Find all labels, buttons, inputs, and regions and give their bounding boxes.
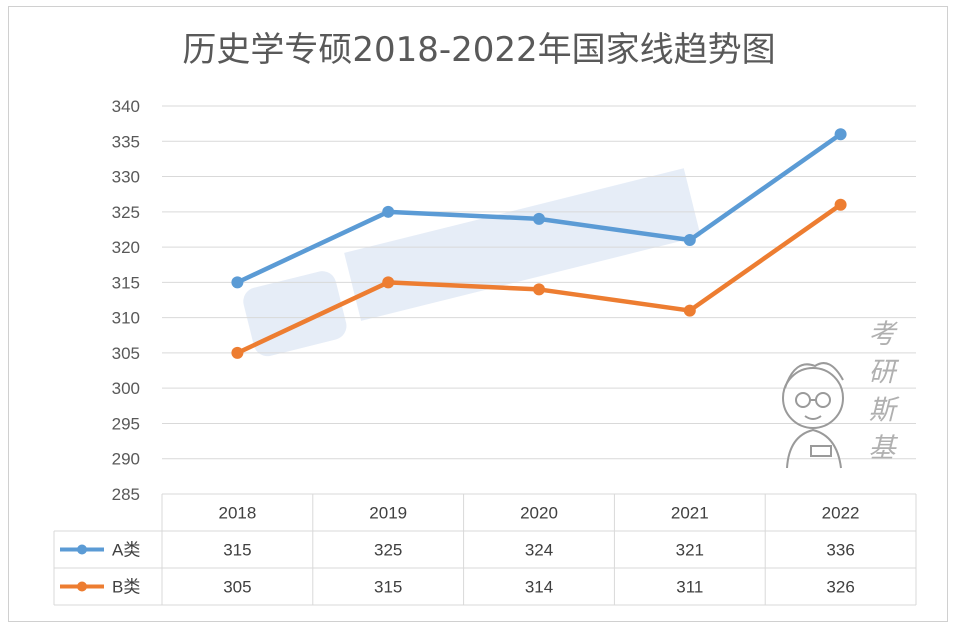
legend-label: B类 [112,578,140,597]
y-tick-label: 335 [112,132,140,151]
data-table-cell: 336 [826,541,854,560]
data-table-cell: 315 [223,541,251,560]
chart-title: 历史学专硕2018-2022年国家线趋势图 [182,30,776,70]
y-tick-label: 330 [112,168,140,187]
data-point [683,304,696,317]
data-point [382,276,395,289]
watermark-char: 基 [868,433,896,464]
y-tick-label: 285 [112,485,140,504]
data-table-cell: 321 [676,541,704,560]
y-tick-label: 290 [112,450,140,469]
watermark-char: 斯 [868,395,896,426]
watermark-avatar-icon [782,362,844,469]
data-point [683,234,696,247]
chart-frame [8,6,948,622]
data-table-cell: 324 [525,541,553,560]
data-table-cell: 325 [374,541,402,560]
watermark-text: 考 研 斯 基 [862,316,902,468]
x-category-label: 2018 [218,504,256,523]
data-point [834,128,847,141]
x-category-label: 2020 [520,504,558,523]
y-tick-label: 320 [112,238,140,257]
data-point [834,198,847,211]
y-tick-label: 295 [112,414,140,433]
data-table-cell: 305 [223,578,251,597]
data-table-cell: 311 [676,578,703,597]
data-table-cell: 315 [374,578,402,597]
data-point [231,346,244,359]
data-table-cell: 314 [525,578,553,597]
x-category-label: 2022 [822,504,860,523]
legend-marker [77,544,87,555]
y-tick-label: 310 [112,309,140,328]
y-tick-label: 315 [112,273,140,292]
data-point [533,212,545,225]
y-tick-label: 300 [112,379,140,398]
watermark-char: 研 [868,357,896,388]
legend-label: A类 [112,541,140,560]
x-category-label: 2021 [671,504,709,523]
watermark-logo [243,168,701,357]
data-point [533,283,545,296]
watermark-char: 考 [868,319,896,350]
data-point [231,276,244,289]
data-point [382,205,395,218]
y-tick-label: 325 [112,203,140,222]
y-tick-label: 305 [112,344,140,363]
legend-marker [77,581,87,592]
y-tick-label: 340 [112,97,140,116]
x-category-label: 2019 [369,504,407,523]
data-table-cell: 326 [826,578,854,597]
